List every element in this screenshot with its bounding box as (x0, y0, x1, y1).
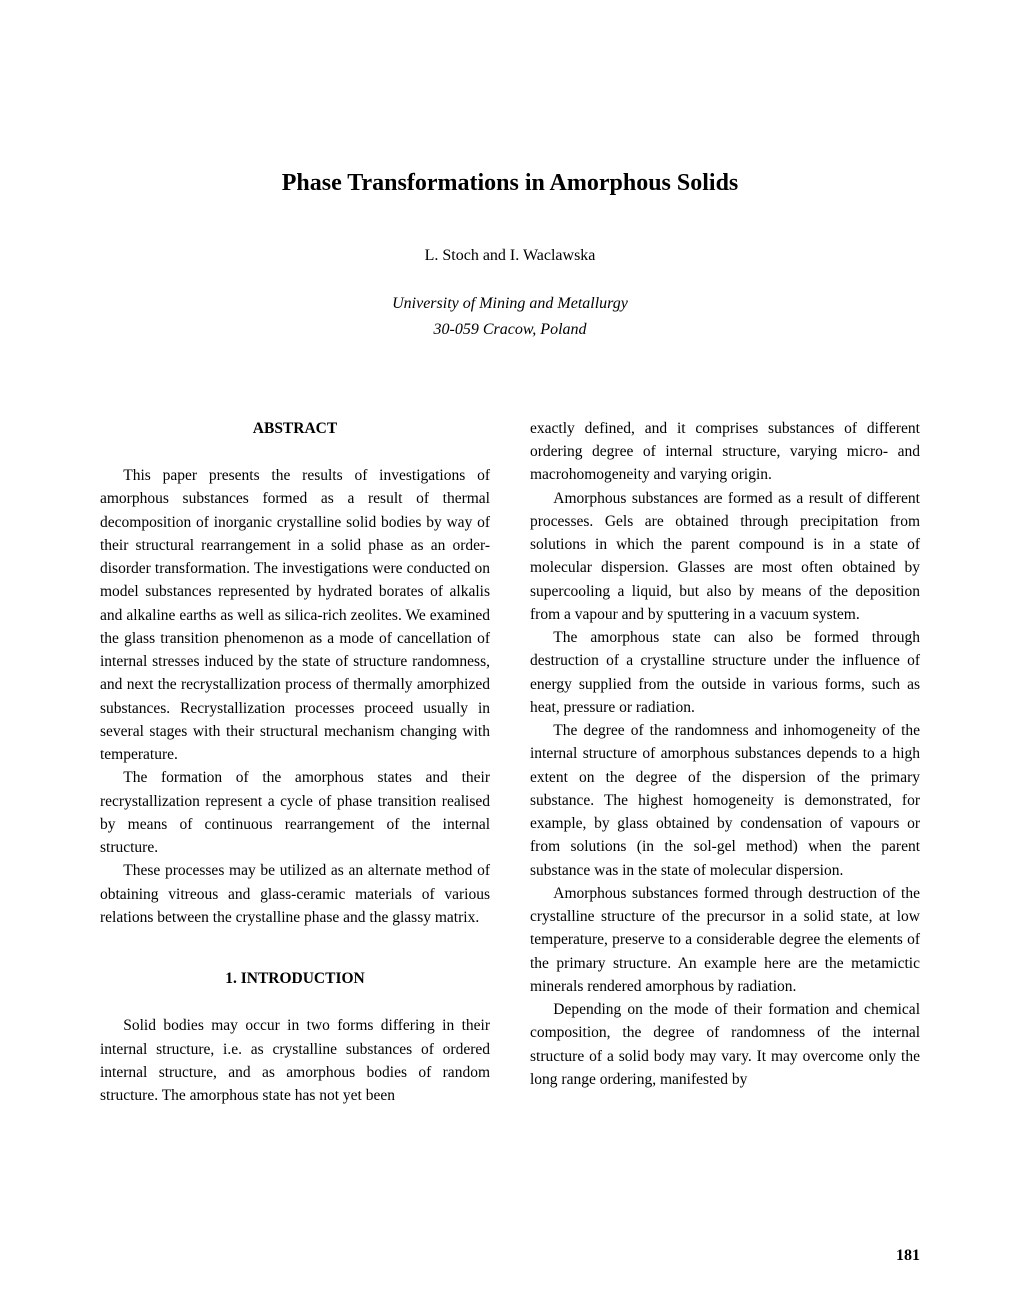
intro-paragraph: The degree of the randomness and inhomog… (530, 719, 920, 882)
right-column: exactly defined, and it comprises substa… (530, 417, 920, 1108)
two-column-layout: ABSTRACT This paper presents the results… (100, 417, 920, 1108)
intro-paragraph: Depending on the mode of their formation… (530, 998, 920, 1091)
intro-paragraph-continuation: exactly defined, and it comprises substa… (530, 417, 920, 487)
intro-paragraph: Amorphous substances are formed as a res… (530, 487, 920, 627)
intro-paragraph: Solid bodies may occur in two forms diff… (100, 1014, 490, 1107)
introduction-heading: 1. INTRODUCTION (100, 967, 490, 990)
affiliation-line-2: 30-059 Cracow, Poland (100, 319, 920, 341)
page-number: 181 (896, 1247, 920, 1265)
paper-title: Phase Transformations in Amorphous Solid… (100, 170, 920, 197)
left-column: ABSTRACT This paper presents the results… (100, 417, 490, 1108)
abstract-paragraph: These processes may be utilized as an al… (100, 859, 490, 929)
intro-paragraph: Amorphous substances formed through dest… (530, 882, 920, 998)
abstract-paragraph: This paper presents the results of inves… (100, 464, 490, 766)
intro-paragraph: The amorphous state can also be formed t… (530, 626, 920, 719)
abstract-heading: ABSTRACT (100, 417, 490, 440)
authors: L. Stoch and I. Waclawska (100, 247, 920, 265)
abstract-paragraph: The formation of the amorphous states an… (100, 766, 490, 859)
affiliation-line-1: University of Mining and Metallurgy (100, 293, 920, 315)
